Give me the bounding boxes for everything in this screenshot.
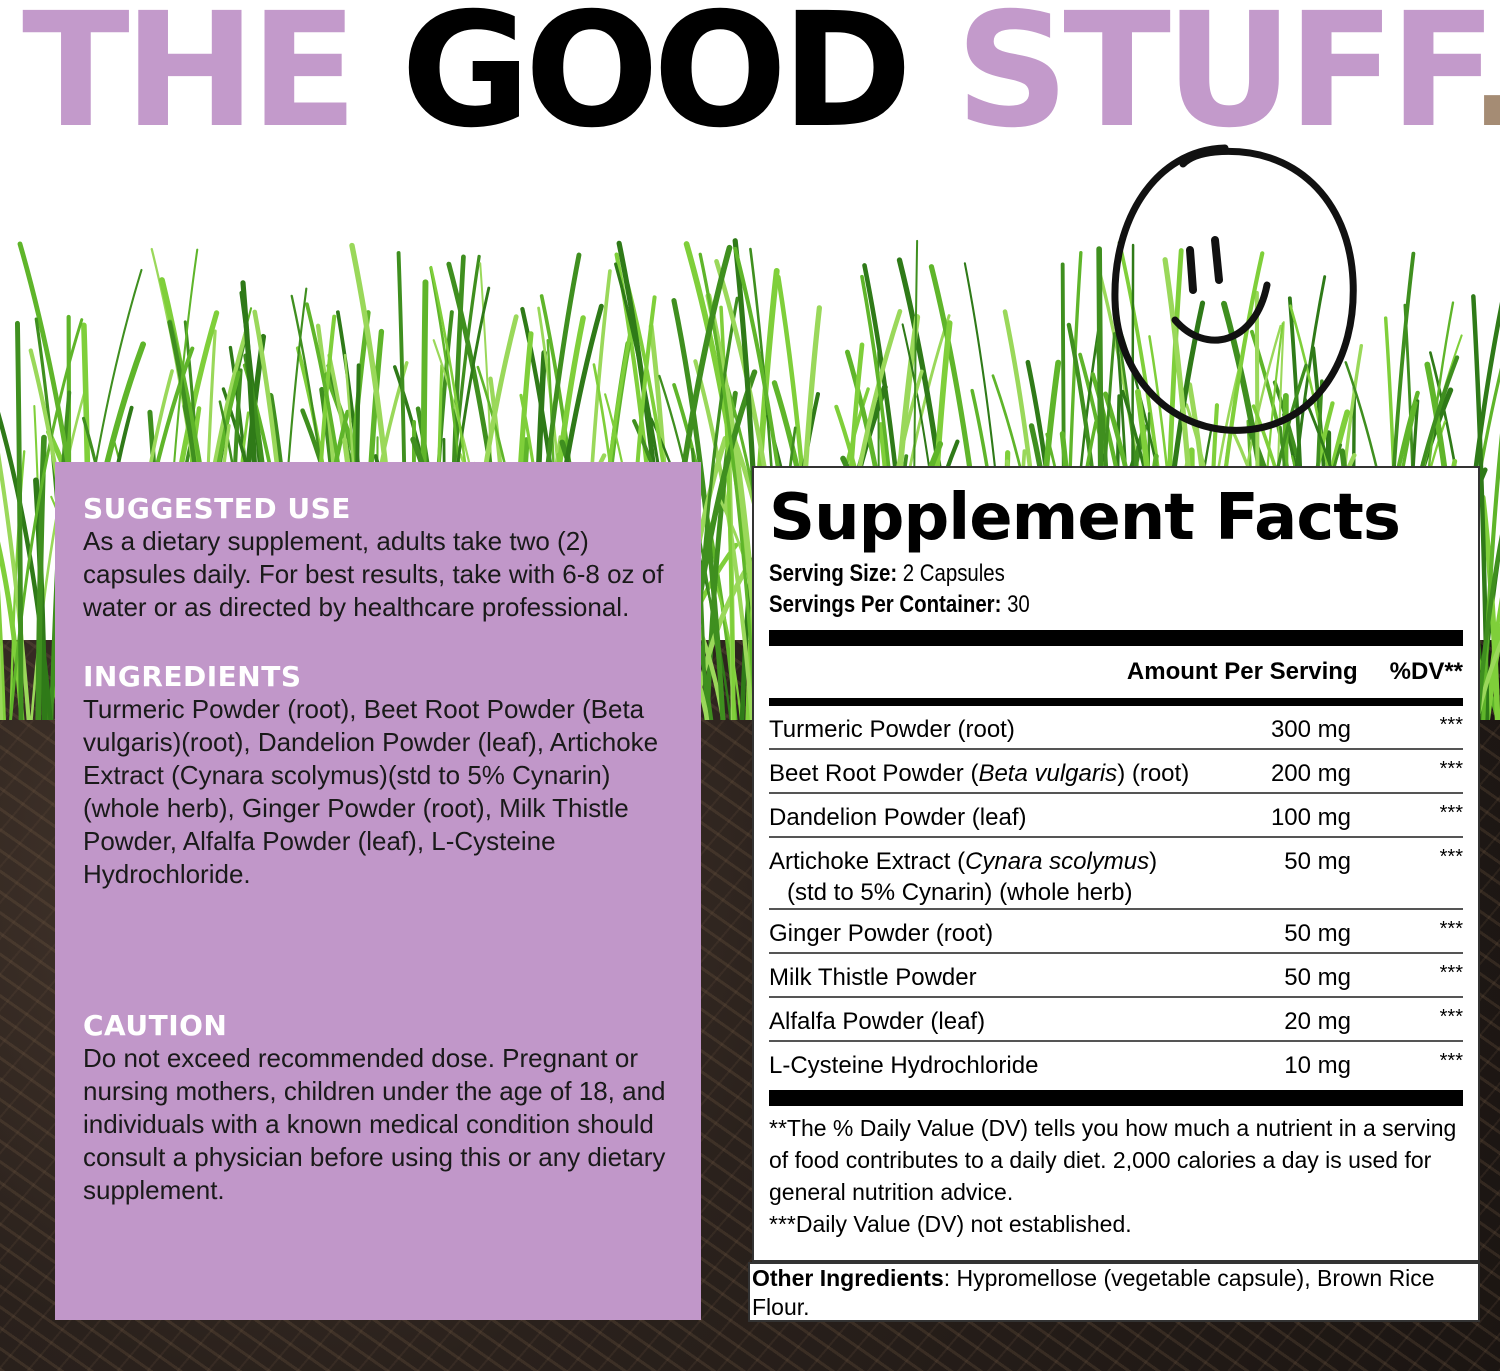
ingredient-dv: ***	[1439, 846, 1463, 868]
ingredient-note: (std to 5% Cynarin) (whole herb)	[787, 879, 1133, 906]
ingredient-amount: 300 mg	[1270, 716, 1351, 743]
ingredient-amount: 50 mg	[1284, 920, 1351, 947]
ingredient-name: Dandelion Powder (leaf)	[769, 802, 1231, 833]
ingredient-name-text: Ginger Powder (root)	[769, 920, 994, 947]
amount-per-serving-header: Amount Per Serving	[1126, 658, 1358, 685]
facts-header: Amount Per Serving %DV**	[769, 646, 1463, 698]
suggested-use-heading: SUGGESTED USE	[83, 492, 351, 525]
divider-thick	[769, 1090, 1463, 1106]
table-row: Milk Thistle Powder 50 mg ***	[769, 954, 1463, 998]
ingredient-dv: ***	[1439, 918, 1463, 940]
servings-value: 30	[1001, 591, 1030, 618]
servings-label: Servings Per Container:	[769, 591, 1002, 618]
other-ingredients: Other Ingredients: Hypromellose (vegetab…	[748, 1262, 1480, 1322]
table-row: Artichoke Extract (Cynara scolymus) (std …	[769, 838, 1463, 910]
facts-rows: Turmeric Powder (root) 300 mg *** Beet Root…	[769, 706, 1463, 1086]
ingredient-dv: ***	[1439, 1006, 1463, 1028]
headline-dot: .	[1468, 0, 1500, 163]
facts-title: Supplement Facts	[769, 481, 1401, 555]
ingredient-name-suffix: )	[1149, 848, 1158, 875]
other-ingredients-label: Other Ingredients	[752, 1265, 944, 1291]
footnote-not-established: ***Daily Value (DV) not established.	[769, 1211, 1132, 1237]
grass-blade	[1475, 534, 1500, 720]
ingredient-name: Artichoke Extract (Cynara scolymus) (std …	[769, 846, 1231, 908]
grass-blade	[1481, 433, 1500, 720]
ingredient-name-text: L-Cysteine Hydrochloride	[769, 1052, 1039, 1079]
divider-medium	[769, 698, 1463, 706]
ingredient-name-text: Beet Root Powder (	[769, 760, 979, 787]
ingredient-name-text: Alfalfa Powder (leaf)	[769, 1008, 986, 1035]
ingredient-name: Turmeric Powder (root)	[769, 714, 1231, 745]
ingredient-dv: ***	[1439, 1050, 1463, 1072]
suggested-use-text: As a dietary supplement, adults take two…	[83, 526, 664, 622]
headline-good: GOOD	[400, 0, 956, 163]
table-row: Beet Root Powder (Beta vulgaris) (root) 2…	[769, 750, 1463, 794]
ingredient-name-text: Artichoke Extract (	[769, 848, 966, 875]
serving-size: Serving Size: 2 Capsules	[769, 558, 1359, 589]
ingredient-name-text: Turmeric Powder (root)	[769, 716, 1015, 743]
table-row: L-Cysteine Hydrochloride 10 mg ***	[769, 1042, 1463, 1086]
ingredient-name: Alfalfa Powder (leaf)	[769, 1006, 1231, 1037]
divider-thick	[769, 630, 1463, 646]
info-panel: SUGGESTED USE As a dietary supplement, a…	[55, 462, 701, 1320]
table-row: Ginger Powder (root) 50 mg ***	[769, 910, 1463, 954]
headline-the: THE	[22, 0, 401, 163]
headline: THE GOOD STUFF.	[22, 0, 1500, 150]
ingredient-name-text: Milk Thistle Powder	[769, 964, 977, 991]
grass-blade	[0, 411, 53, 720]
ingredient-name: L-Cysteine Hydrochloride	[769, 1050, 1231, 1081]
grass-blade	[1474, 639, 1500, 720]
grass-blade	[719, 305, 736, 720]
suggested-use-section: SUGGESTED USE As a dietary supplement, a…	[83, 492, 673, 624]
ingredient-amount: 100 mg	[1270, 804, 1351, 831]
ingredient-latin-name: Cynara scolymus	[965, 848, 1150, 875]
grass-blade	[35, 434, 47, 720]
ingredient-dv: ***	[1439, 758, 1463, 780]
ingredient-dv: ***	[1439, 962, 1463, 984]
caution-text: Do not exceed recommended dose. Pregnant…	[83, 1043, 666, 1205]
ingredient-dv: ***	[1439, 802, 1463, 824]
ingredient-name-suffix: ) (root)	[1117, 760, 1190, 787]
footnote-dv: **The % Daily Value (DV) tells you how m…	[769, 1115, 1457, 1205]
supplement-facts-panel: Supplement Facts Serving Size: 2 Capsule…	[752, 466, 1480, 1262]
ingredients-section: INGREDIENTS Turmeric Powder (root), Beet…	[83, 660, 673, 891]
ingredient-amount: 200 mg	[1270, 760, 1351, 787]
ingredients-text: Turmeric Powder (root), Beet Root Powder…	[83, 694, 659, 889]
ingredient-latin-name: Beta vulgaris	[978, 760, 1118, 787]
serving-size-value: 2 Capsules	[897, 560, 1005, 587]
ingredient-name: Ginger Powder (root)	[769, 918, 1231, 949]
ingredient-amount: 50 mg	[1284, 848, 1351, 875]
serving-size-label: Serving Size:	[769, 560, 898, 587]
ingredient-dv: ***	[1439, 714, 1463, 736]
headline-stuff: STUFF	[955, 0, 1474, 163]
caution-heading: CAUTION	[83, 1009, 228, 1042]
ingredient-name: Milk Thistle Powder	[769, 962, 1231, 993]
grass-blade	[0, 640, 6, 720]
other-ingredients-text: : Hypromellose (vegetable capsule), Brow…	[752, 1265, 1435, 1320]
smiley-icon	[1111, 144, 1357, 434]
grass-blade	[9, 318, 84, 720]
grass-blade	[671, 298, 726, 720]
ingredients-heading: INGREDIENTS	[83, 660, 302, 693]
table-row: Alfalfa Powder (leaf) 20 mg ***	[769, 998, 1463, 1042]
ingredient-name-text: Dandelion Powder (leaf)	[769, 804, 1027, 831]
table-row: Turmeric Powder (root) 300 mg ***	[769, 706, 1463, 750]
ingredient-amount: 50 mg	[1284, 964, 1351, 991]
servings-per-container: Servings Per Container: 30	[769, 589, 1359, 620]
grass-blade	[15, 320, 24, 720]
caution-section: CAUTION Do not exceed recommended dose. …	[83, 1009, 673, 1207]
table-row: Dandelion Powder (leaf) 100 mg ***	[769, 794, 1463, 838]
grass-blade	[0, 588, 6, 720]
grass-blade	[698, 252, 758, 720]
dv-header: %DV**	[1389, 658, 1463, 685]
ingredient-name: Beet Root Powder (Beta vulgaris) (root)	[769, 758, 1231, 789]
ingredient-amount: 20 mg	[1284, 1008, 1351, 1035]
ingredient-amount: 10 mg	[1284, 1052, 1351, 1079]
